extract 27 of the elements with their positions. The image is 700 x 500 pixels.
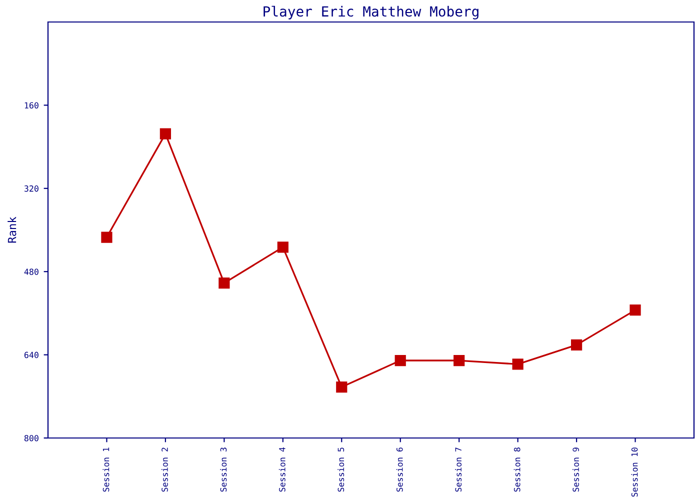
- point: [277, 242, 288, 253]
- x-tick-label: Session 2: [161, 448, 168, 492]
- point: [160, 128, 172, 140]
- x-tick-label: Session 5: [338, 448, 344, 492]
- x-tick-label: Session 1: [102, 448, 110, 492]
- point: [218, 277, 230, 289]
- point: [101, 232, 112, 243]
- x-tick-label: Session 4: [278, 447, 286, 492]
- y-tick-label: 800: [24, 435, 38, 442]
- point: [454, 354, 465, 366]
- chart-title: Player Eric Matthew Moberg: [264, 6, 478, 20]
- point: [570, 339, 582, 350]
- point: [336, 381, 348, 393]
- x-tick-label: Session 7: [455, 448, 462, 492]
- x-tick-label: Session 8: [514, 448, 520, 492]
- point: [630, 304, 641, 316]
- point: [512, 358, 524, 370]
- x-tick-label: Session 10: [631, 448, 638, 497]
- y-tick-label: 320: [24, 185, 38, 192]
- x-tick-label: Session 3: [220, 448, 227, 492]
- point: [394, 354, 406, 366]
- x-tick-label: Session 9: [572, 448, 579, 492]
- y-tick-label: 160: [24, 102, 38, 109]
- y-tick-label: 480: [24, 268, 38, 275]
- y-axis-title: Rank: [8, 216, 16, 243]
- x-tick-label: Session 6: [396, 448, 403, 492]
- y-tick-label: 640: [24, 352, 38, 358]
